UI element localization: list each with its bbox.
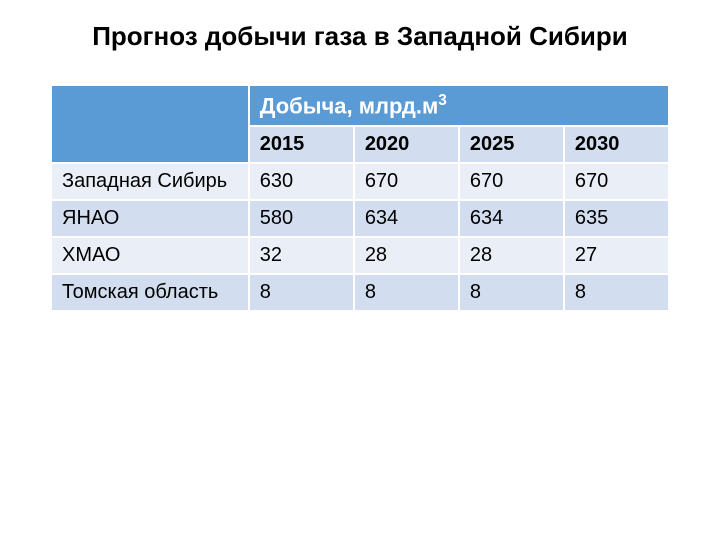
data-cell: 670 <box>459 163 564 200</box>
page-title: Прогноз добычи газа в Западной Сибири <box>50 20 670 54</box>
table-header-row: Добыча, млрд.м3 <box>51 85 669 126</box>
table-row: Западная Сибирь 630 670 670 670 <box>51 163 669 200</box>
data-cell: 32 <box>249 237 354 274</box>
data-cell: 580 <box>249 200 354 237</box>
region-cell: ЯНАО <box>51 200 249 237</box>
data-cell: 635 <box>564 200 669 237</box>
data-cell: 630 <box>249 163 354 200</box>
region-cell: Западная Сибирь <box>51 163 249 200</box>
year-col-1: 2020 <box>354 126 459 163</box>
data-cell: 634 <box>459 200 564 237</box>
data-cell: 8 <box>459 274 564 311</box>
region-cell: Томская область <box>51 274 249 311</box>
data-cell: 8 <box>354 274 459 311</box>
header-main-text: Добыча, млрд.м <box>260 93 438 118</box>
region-cell: ХМАО <box>51 237 249 274</box>
year-col-3: 2030 <box>564 126 669 163</box>
data-cell: 634 <box>354 200 459 237</box>
year-col-2: 2025 <box>459 126 564 163</box>
table-row: ЯНАО 580 634 634 635 <box>51 200 669 237</box>
data-cell: 8 <box>249 274 354 311</box>
data-cell: 28 <box>459 237 564 274</box>
table-header-main: Добыча, млрд.м3 <box>249 85 669 126</box>
data-cell: 670 <box>354 163 459 200</box>
data-cell: 27 <box>564 237 669 274</box>
table-row: ХМАО 32 28 28 27 <box>51 237 669 274</box>
data-cell: 28 <box>354 237 459 274</box>
table-corner-cell <box>51 85 249 163</box>
data-cell: 670 <box>564 163 669 200</box>
data-cell: 8 <box>564 274 669 311</box>
header-sup: 3 <box>438 92 447 109</box>
table-row: Томская область 8 8 8 8 <box>51 274 669 311</box>
forecast-table: Добыча, млрд.м3 2015 2020 2025 2030 Запа… <box>50 84 670 312</box>
year-col-0: 2015 <box>249 126 354 163</box>
